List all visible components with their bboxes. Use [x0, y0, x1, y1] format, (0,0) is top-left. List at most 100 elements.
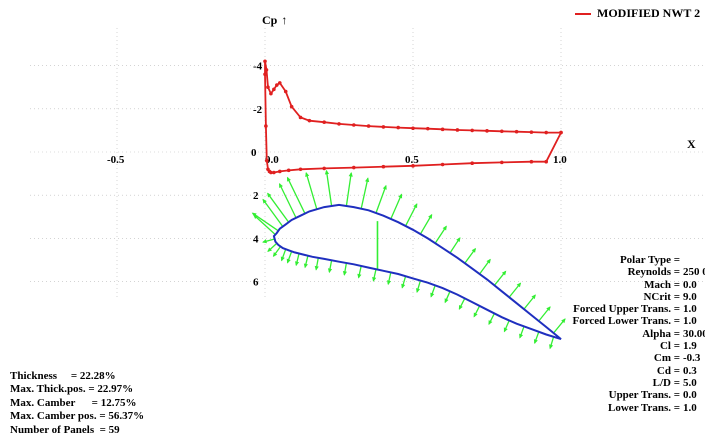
cp-point — [381, 164, 386, 169]
pressure-vector-arrow — [471, 247, 476, 253]
cp-point — [352, 123, 356, 127]
cp-point — [264, 124, 268, 128]
polar-label: Cl = — [659, 340, 680, 353]
cp-point — [470, 161, 475, 166]
cp-point — [440, 127, 445, 132]
polar-value: 9.0 — [683, 290, 697, 303]
cp-point — [411, 126, 415, 131]
polar-value: 250 0 — [683, 266, 705, 279]
cp-point — [426, 126, 430, 131]
pressure-vector-arrow — [357, 273, 362, 279]
polar-value: -0.3 — [683, 352, 701, 365]
cp-point — [307, 118, 312, 123]
cp-point — [352, 165, 356, 170]
polar-info: Polar Type = Reynolds = 250 0 Mach = 0.0 NCri… — [548, 254, 705, 414]
airfoil-outline — [272, 203, 562, 341]
pressure-vector-arrow — [488, 320, 493, 326]
legend-line-icon — [575, 12, 591, 15]
pressure-vector-arrow — [428, 213, 433, 219]
pressure-vector-arrow — [444, 298, 449, 304]
pressure-vector-arrow — [287, 176, 291, 182]
cp-point — [286, 168, 291, 173]
cp-point — [500, 160, 504, 165]
pressure-vector-arrow — [430, 292, 435, 298]
cp-point — [272, 87, 276, 92]
pressure-vector-arrow — [365, 177, 370, 183]
pressure-vector — [360, 178, 369, 209]
pressure-vector-arrow — [303, 263, 308, 269]
x-tick-label: 1.0 — [553, 154, 567, 166]
cp-point — [322, 166, 327, 171]
polar-label: Cm = — [653, 352, 680, 365]
cp-point — [529, 159, 534, 164]
pressure-vector-arrow — [324, 169, 330, 175]
cp-point — [411, 164, 415, 168]
cp-point — [263, 72, 267, 77]
cp-point — [529, 130, 534, 134]
y-tick-label: -2 — [253, 104, 263, 116]
pressure-vector-arrow — [294, 261, 300, 267]
pressure-vector-arrow — [348, 171, 353, 177]
polar-label: NCrit = — [643, 290, 680, 303]
pressure-vector-arrow — [549, 344, 554, 350]
pressure-vector-arrow — [386, 280, 392, 286]
polar-row: Polar Type = — [548, 254, 705, 266]
polar-value: 1.9 — [683, 340, 697, 353]
cp-point — [381, 125, 386, 129]
pressure-vector — [390, 194, 403, 220]
pressure-vector-arrow — [546, 306, 551, 312]
cp-curve — [263, 59, 563, 175]
stat-row: Max. Camber pos. = 56.37% — [10, 410, 145, 423]
polar-value: 1.0 — [683, 401, 697, 414]
pressure-vector-arrow — [253, 214, 258, 219]
cp-point — [470, 128, 475, 133]
airfoil-geometry-info: Thickness = 22.28% Max. Thick.pos. = 22.9… — [10, 370, 144, 437]
polar-row: Forced Upper Trans. = 1.0 — [548, 303, 705, 315]
pressure-vector — [262, 199, 284, 227]
cp-line — [264, 61, 562, 174]
cp-point — [272, 170, 276, 175]
pressure-vector-arrow — [401, 283, 406, 289]
pressure-vector-arrow — [398, 193, 403, 199]
stat-row: Thickness = 22.28% — [10, 370, 116, 382]
x-tick-label: 0 — [251, 147, 257, 159]
polar-label: Lower Trans. = — [608, 401, 680, 414]
pressure-vector — [345, 172, 352, 207]
polar-label: Forced Upper Trans. = — [573, 303, 680, 316]
pressure-vector — [253, 214, 276, 236]
y-tick-label: 6 — [253, 277, 259, 289]
cp-point — [322, 120, 327, 124]
x-axis-label: X — [687, 137, 696, 151]
pressure-vector — [267, 193, 290, 223]
pressure-vector-arrow — [342, 271, 348, 276]
polar-row: Reynolds = 250 0 — [548, 266, 705, 278]
stat-row: Max. Camber = 12.75% — [10, 396, 137, 409]
x-tick-label: -0.5 — [107, 154, 125, 166]
cp-point — [455, 128, 460, 132]
pressure-vector-arrow — [314, 265, 319, 271]
polar-row: Cl = 1.9 — [548, 340, 705, 352]
legend: MODIFIED NWT 2 — [575, 6, 700, 21]
cp-point — [269, 170, 273, 175]
pressure-vector-arrow — [262, 198, 267, 204]
cp-point — [266, 85, 270, 89]
pressure-vector-arrow — [280, 256, 285, 262]
y-tick-label: 2 — [253, 190, 259, 202]
cp-point — [514, 129, 519, 134]
pressure-vector-arrow — [458, 304, 463, 310]
polar-label: Reynolds = — [627, 266, 680, 279]
cp-point — [278, 81, 282, 85]
pressure-vector-arrow — [561, 318, 566, 324]
pressure-vector-arrow — [442, 225, 447, 231]
cp-point — [544, 130, 548, 135]
pressure-vector — [286, 177, 306, 214]
pressure-vectors — [251, 169, 566, 350]
polar-row: Alpha =30.00 ° — [548, 328, 705, 340]
pressure-vector-arrow — [272, 252, 278, 258]
pressure-vector — [419, 214, 433, 235]
cp-point — [544, 159, 548, 164]
pressure-vector-arrow — [279, 182, 283, 188]
polar-value: 0.0 — [683, 389, 697, 402]
cp-point — [264, 68, 269, 72]
